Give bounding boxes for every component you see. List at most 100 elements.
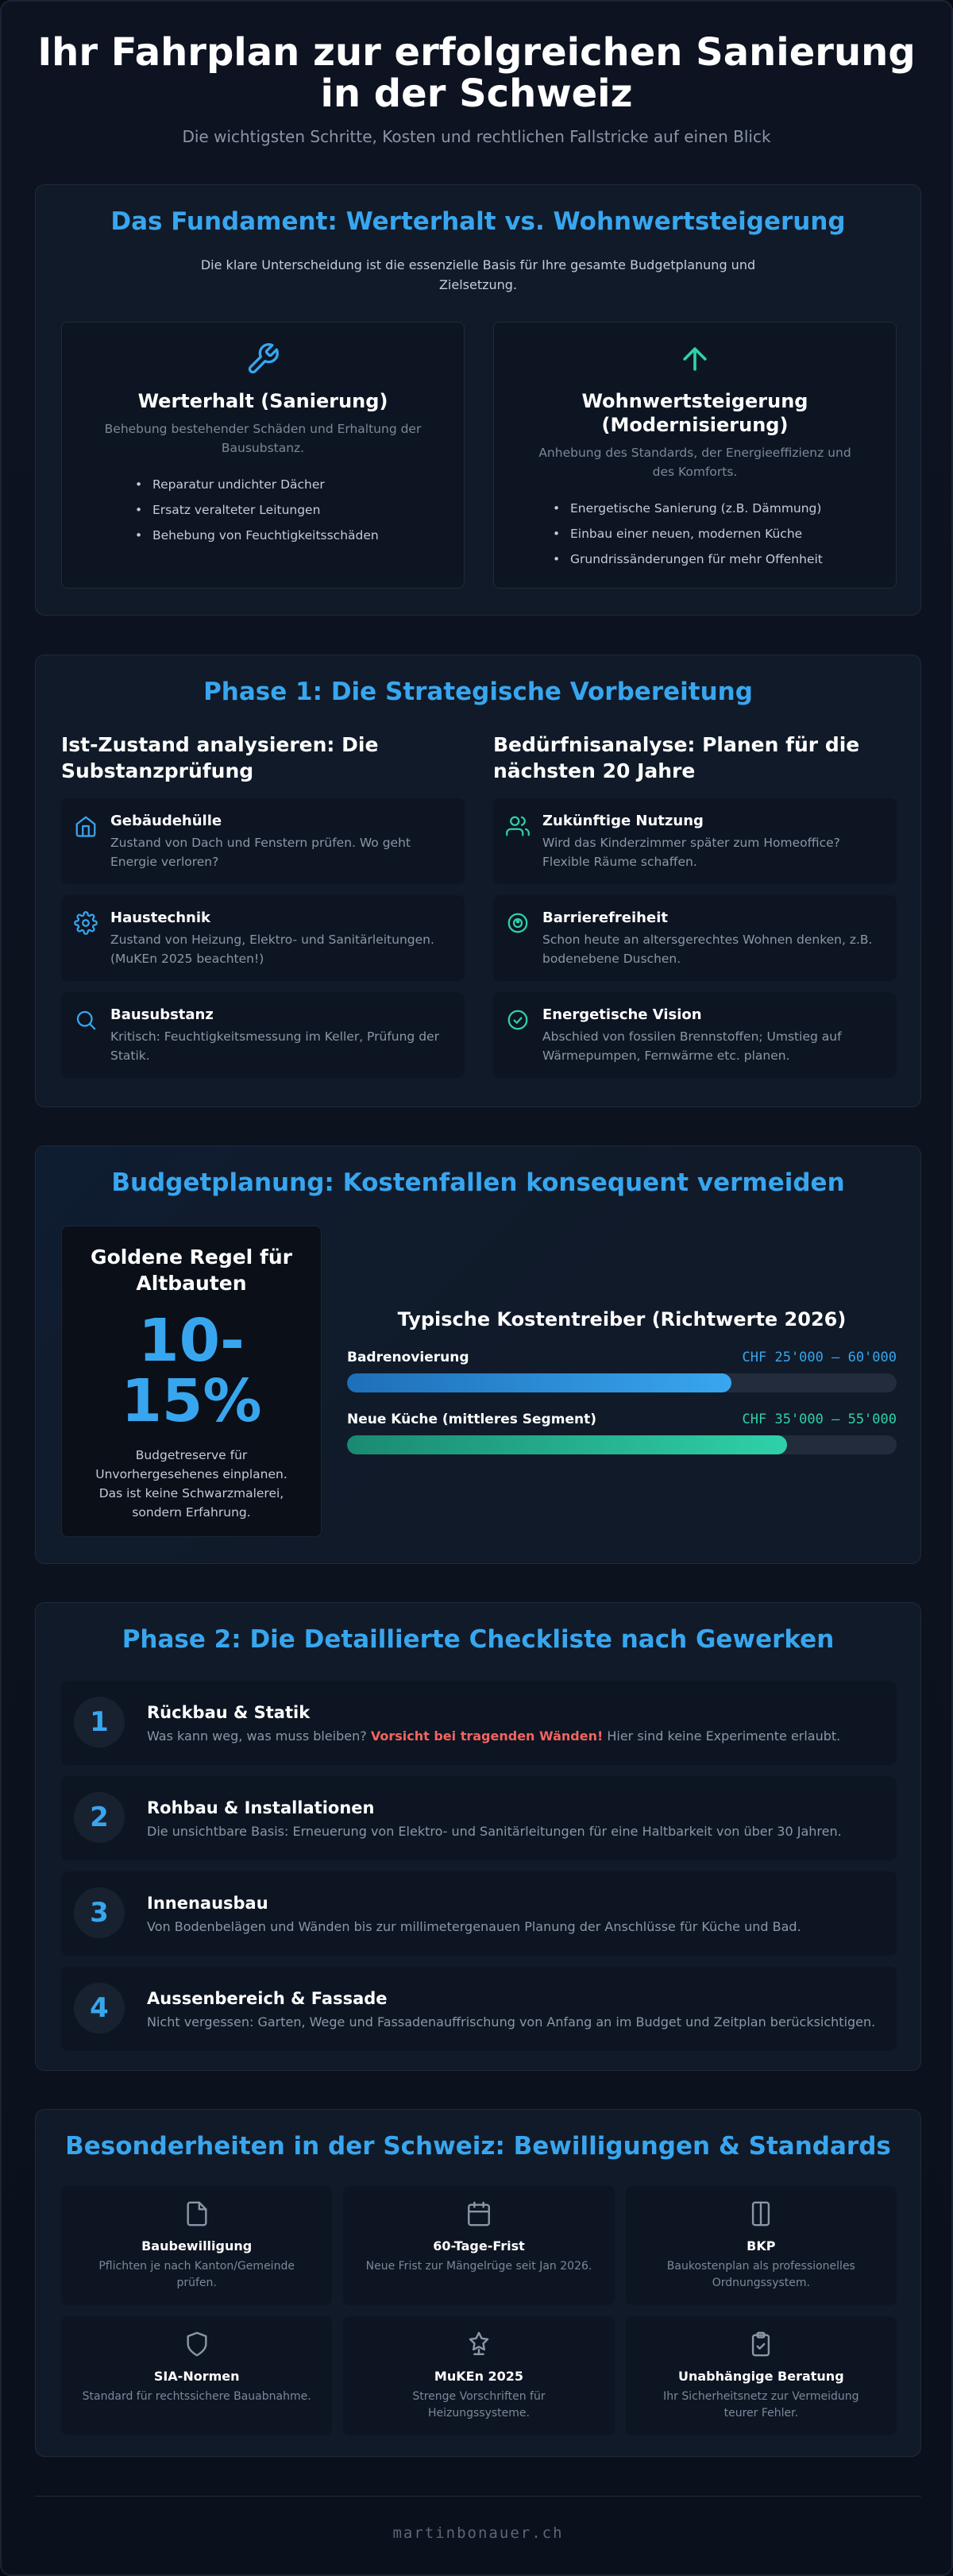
- list-item: Reparatur undichter Dächer: [135, 472, 464, 497]
- accessibility-icon: [506, 911, 530, 935]
- check-circle-icon: [506, 1008, 530, 1032]
- werterhalt-subtitle: Behebung bestehender Schäden und Erhaltu…: [104, 422, 422, 455]
- hero-header: Ihr Fahrplan zur erfolgreichen Sanierung…: [2, 2, 951, 184]
- item-title: Gebäudehülle: [110, 813, 222, 829]
- page-title: Ihr Fahrplan zur erfolgreichen Sanierung…: [2, 32, 951, 114]
- swiss-tile: SIA-Normen Standard für rechtssichere Ba…: [61, 2316, 333, 2435]
- footer-divider: [35, 2496, 921, 2497]
- progress-track: [347, 1435, 897, 1454]
- item-title: Energetische Vision: [542, 1006, 702, 1023]
- cost-bar-bad: Badrenovierung CHF 25'000 – 60'000: [347, 1350, 897, 1392]
- swiss-section: Besonderheiten in der Schweiz: Bewilligu…: [35, 2109, 921, 2457]
- cost-range: CHF 35'000 – 55'000: [742, 1412, 897, 1427]
- werterhalt-list: Reparatur undichter Dächer Ersatz veralt…: [135, 472, 464, 548]
- list-item: Ersatz veralteter Leitungen: [135, 497, 464, 523]
- list-item: Gebäudehülle Zustand von Dach und Fenste…: [61, 798, 465, 884]
- list-item: Bausubstanz Kritisch: Feuchtigkeitsmessu…: [61, 992, 465, 1078]
- progress-track: [347, 1373, 897, 1392]
- item-text: Zustand von Heizung, Elektro- und Sanitä…: [110, 933, 434, 966]
- arrow-up-icon: [494, 342, 896, 377]
- checklist-step: 4 Aussenbereich & Fassade Nicht vergesse…: [61, 1967, 897, 2051]
- tile-title: Baubewilligung: [141, 2238, 253, 2254]
- swiss-title: Besonderheiten in der Schweiz: Bewilligu…: [65, 2132, 891, 2161]
- item-title: Zukünftige Nutzung: [542, 813, 704, 829]
- step-title: Rohbau & Installationen: [147, 1798, 375, 1817]
- phase2-title: Phase 2: Die Detaillierte Checkliste nac…: [122, 1625, 835, 1654]
- cost-drivers: Typische Kostentreiber (Richtwerte 2026)…: [347, 1308, 897, 1454]
- item-text: Zustand von Dach und Fenstern prüfen. Wo…: [110, 836, 411, 869]
- list-item: Zukünftige Nutzung Wird das Kinderzimmer…: [493, 798, 897, 884]
- cost-bar-kueche: Neue Küche (mittleres Segment) CHF 35'00…: [347, 1412, 897, 1454]
- fundament-title: Das Fundament: Werterhalt vs. Wohnwertst…: [110, 207, 846, 236]
- swiss-tile: 60-Tage-Frist Neue Frist zur Mängelrüge …: [343, 2186, 615, 2305]
- step-number: 3: [74, 1887, 125, 1938]
- wohnwert-card: Wohnwertsteigerung (Modernisierung) Anhe…: [493, 322, 897, 589]
- cost-range: CHF 25'000 – 60'000: [742, 1350, 897, 1365]
- step-text-before: Was kann weg, was muss bleiben?: [147, 1728, 367, 1744]
- cost-drivers-title: Typische Kostentreiber (Richtwerte 2026): [397, 1308, 847, 1330]
- step-title: Innenausbau: [147, 1894, 268, 1913]
- tile-title: 60-Tage-Frist: [433, 2238, 525, 2254]
- golden-rule-value-line-1: 10-: [138, 1307, 245, 1375]
- title-line-2: in der Schweiz: [320, 71, 633, 116]
- tile-text: Standard für rechtssichere Bauabnahme.: [82, 2390, 311, 2403]
- wohnwert-title: Wohnwertsteigerung (Modernisierung): [494, 389, 896, 437]
- golden-rule-heading: Goldene Regel für Altbauten: [91, 1246, 292, 1295]
- tile-title: Unabhängige Beratung: [678, 2369, 844, 2384]
- step-number: 1: [74, 1697, 125, 1748]
- calendar-icon: [343, 2200, 614, 2230]
- item-text: Schon heute an altersgerechtes Wohnen de…: [542, 933, 873, 966]
- footer-link[interactable]: martinbonauer.ch: [392, 2524, 564, 2542]
- item-text: Wird das Kinderzimmer später zum Homeoff…: [542, 836, 840, 869]
- tile-text: Strenge Vorschriften für Heizungssysteme…: [412, 2390, 546, 2420]
- book-icon: [626, 2200, 897, 2230]
- list-item: Behebung von Feuchtigkeitsschäden: [135, 523, 464, 548]
- clipboard-check-icon: [626, 2331, 897, 2361]
- item-title: Bausubstanz: [110, 1006, 214, 1023]
- fundament-intro: Die klare Unterscheidung ist die essenzi…: [200, 257, 756, 292]
- list-item: Barrierefreiheit Schon heute an altersge…: [493, 895, 897, 981]
- item-text: Abschied von fossilen Brennstoffen; Umst…: [542, 1029, 842, 1063]
- step-text-after: Hier sind keine Experimente erlaubt.: [607, 1728, 841, 1744]
- list-item: Haustechnik Zustand von Heizung, Elektro…: [61, 895, 465, 981]
- page-subtitle: Die wichtigsten Schritte, Kosten und rec…: [182, 127, 771, 146]
- award-icon: [343, 2331, 614, 2361]
- search-icon: [74, 1008, 98, 1032]
- list-item: Energetische Sanierung (z.B. Dämmung): [553, 496, 896, 521]
- title-line-1: Ihr Fahrplan zur erfolgreichen Sanierung: [37, 30, 916, 75]
- tile-title: BKP: [747, 2238, 776, 2254]
- wohnwert-title-line-1: Wohnwertsteigerung: [581, 390, 808, 412]
- gear-icon: [74, 911, 98, 935]
- werterhalt-card: Werterhalt (Sanierung) Behebung bestehen…: [61, 322, 465, 589]
- progress-fill: [347, 1373, 732, 1392]
- swiss-tile: MuKEn 2025 Strenge Vorschriften für Heiz…: [343, 2316, 615, 2435]
- item-title: Haustechnik: [110, 910, 210, 926]
- swiss-tile: Unabhängige Beratung Ihr Sicherheitsnetz…: [625, 2316, 897, 2435]
- wohnwert-subtitle: Anhebung des Standards, der Energieeffiz…: [538, 446, 851, 479]
- step-title: Aussenbereich & Fassade: [147, 1989, 388, 2008]
- budget-section: Budgetplanung: Kostenfallen konsequent v…: [35, 1145, 921, 1564]
- beduerfnis-column: Bedürfnisanalyse: Planen für die nächste…: [493, 732, 897, 1078]
- swiss-tile: Baubewilligung Pflichten je nach Kanton/…: [61, 2186, 333, 2305]
- shield-icon: [61, 2331, 332, 2361]
- step-text: Von Bodenbelägen und Wänden bis zur mill…: [147, 1919, 801, 1934]
- wrench-icon: [62, 342, 464, 377]
- progress-fill: [347, 1435, 787, 1454]
- beduerfnis-heading: Bedürfnisanalyse: Planen für die nächste…: [493, 733, 860, 782]
- cost-name: Badrenovierung: [347, 1350, 469, 1365]
- substanz-column: Ist-Zustand analysieren: Die Substanzprü…: [61, 732, 465, 1078]
- wohnwert-list: Energetische Sanierung (z.B. Dämmung) Ei…: [553, 496, 896, 572]
- step-text: Die unsichtbare Basis: Erneuerung von El…: [147, 1824, 842, 1839]
- step-warning: Vorsicht bei tragenden Wänden!: [370, 1728, 604, 1744]
- house-icon: [74, 814, 98, 838]
- budget-title: Budgetplanung: Kostenfallen konsequent v…: [111, 1168, 845, 1197]
- golden-rule-text: Budgetreserve für Unvorhergesehenes einp…: [95, 1448, 287, 1520]
- checklist-step: 1 Rückbau & Statik Was kann weg, was mus…: [61, 1681, 897, 1765]
- checklist: 1 Rückbau & Statik Was kann weg, was mus…: [61, 1681, 897, 2062]
- substanz-heading: Ist-Zustand analysieren: Die Substanzprü…: [61, 733, 379, 782]
- tile-title: SIA-Normen: [153, 2369, 240, 2384]
- item-text: Kritisch: Feuchtigkeitsmessung im Keller…: [110, 1029, 439, 1063]
- tile-text: Baukostenplan als professionelles Ordnun…: [666, 2260, 855, 2289]
- golden-rule-card: Goldene Regel für Altbauten 10- 15% Budg…: [61, 1226, 322, 1537]
